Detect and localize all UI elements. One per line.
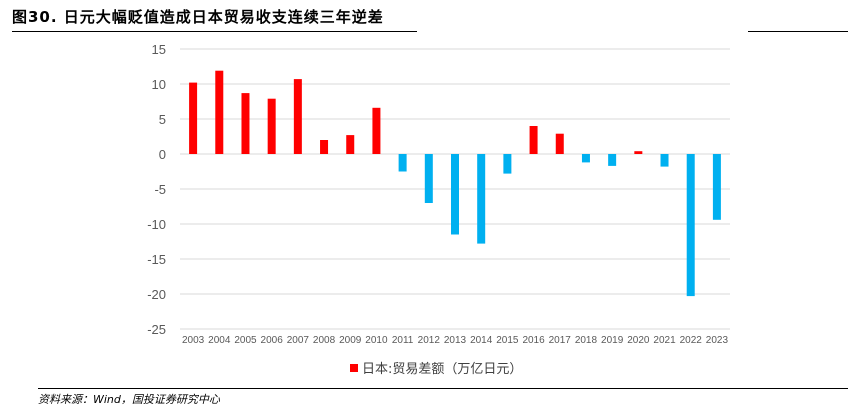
- title-underline-right: [748, 31, 848, 32]
- bar-2006: [267, 98, 276, 154]
- bar-2014: [477, 154, 486, 244]
- x-tick-label: 2017: [549, 335, 572, 346]
- x-tick-label: 2003: [182, 335, 205, 346]
- x-tick-label: 2018: [575, 335, 598, 346]
- bar-2009: [346, 135, 355, 154]
- x-tick-label: 2005: [234, 335, 257, 346]
- x-tick-label: 2013: [444, 335, 467, 346]
- bar-2013: [451, 154, 459, 235]
- x-tick-label: 2023: [706, 335, 729, 346]
- bar-2003: [189, 82, 198, 154]
- bar-2016: [529, 126, 538, 154]
- x-tick-label: 2007: [287, 335, 310, 346]
- bar-2018: [581, 154, 590, 163]
- legend: 日本:贸易差额（万亿日元）: [350, 358, 522, 377]
- bar-2008: [320, 140, 329, 154]
- x-tick-label: 2009: [339, 335, 362, 346]
- bar-2010: [372, 107, 381, 154]
- x-tick-label: 2015: [496, 335, 519, 346]
- x-tick-label: 2021: [653, 335, 676, 346]
- source-divider: [38, 388, 848, 389]
- y-tick-label: -20: [147, 287, 166, 302]
- x-tick-label: 2004: [208, 335, 231, 346]
- y-tick-label: -5: [154, 182, 166, 197]
- bar-2012: [424, 154, 433, 203]
- y-tick-label: -15: [147, 252, 166, 267]
- figure-title: 图30. 日元大幅贬值造成日本贸易收支连续三年逆差: [12, 8, 384, 26]
- x-tick-label: 2006: [261, 335, 284, 346]
- x-tick-label: 2011: [392, 335, 414, 346]
- bar-2021: [660, 154, 669, 167]
- bar-2020: [634, 151, 643, 154]
- y-tick-label: 5: [159, 112, 166, 127]
- x-tick-label: 2010: [365, 335, 388, 346]
- x-tick-label: 2019: [601, 335, 624, 346]
- y-tick-label: -10: [147, 217, 166, 232]
- x-tick-label: 2014: [470, 335, 493, 346]
- bar-2017: [555, 133, 564, 154]
- bar-2019: [608, 154, 617, 166]
- x-tick-label: 2022: [680, 335, 703, 346]
- legend-label: 日本:贸易差额（万亿日元）: [362, 362, 523, 377]
- legend-swatch: [350, 363, 358, 372]
- bar-2007: [293, 79, 302, 154]
- bar-2015: [503, 154, 512, 174]
- bar-2004: [215, 70, 224, 154]
- y-tick-label: -25: [147, 322, 166, 337]
- x-tick-label: 2020: [627, 335, 650, 346]
- x-tick-label: 2008: [313, 335, 336, 346]
- x-tick-label: 2016: [522, 335, 545, 346]
- source-note: 资料来源：Wind，国投证券研究中心: [38, 393, 220, 406]
- y-tick-label: 10: [152, 77, 166, 92]
- bar-2022: [686, 154, 695, 297]
- x-tick-label: 2012: [418, 335, 441, 346]
- title-underline: [12, 31, 417, 32]
- bar-2005: [241, 93, 250, 154]
- bar-2011: [398, 154, 407, 172]
- y-tick-label: 0: [159, 147, 166, 162]
- y-tick-label: 15: [152, 42, 166, 57]
- bar-2023: [712, 154, 721, 220]
